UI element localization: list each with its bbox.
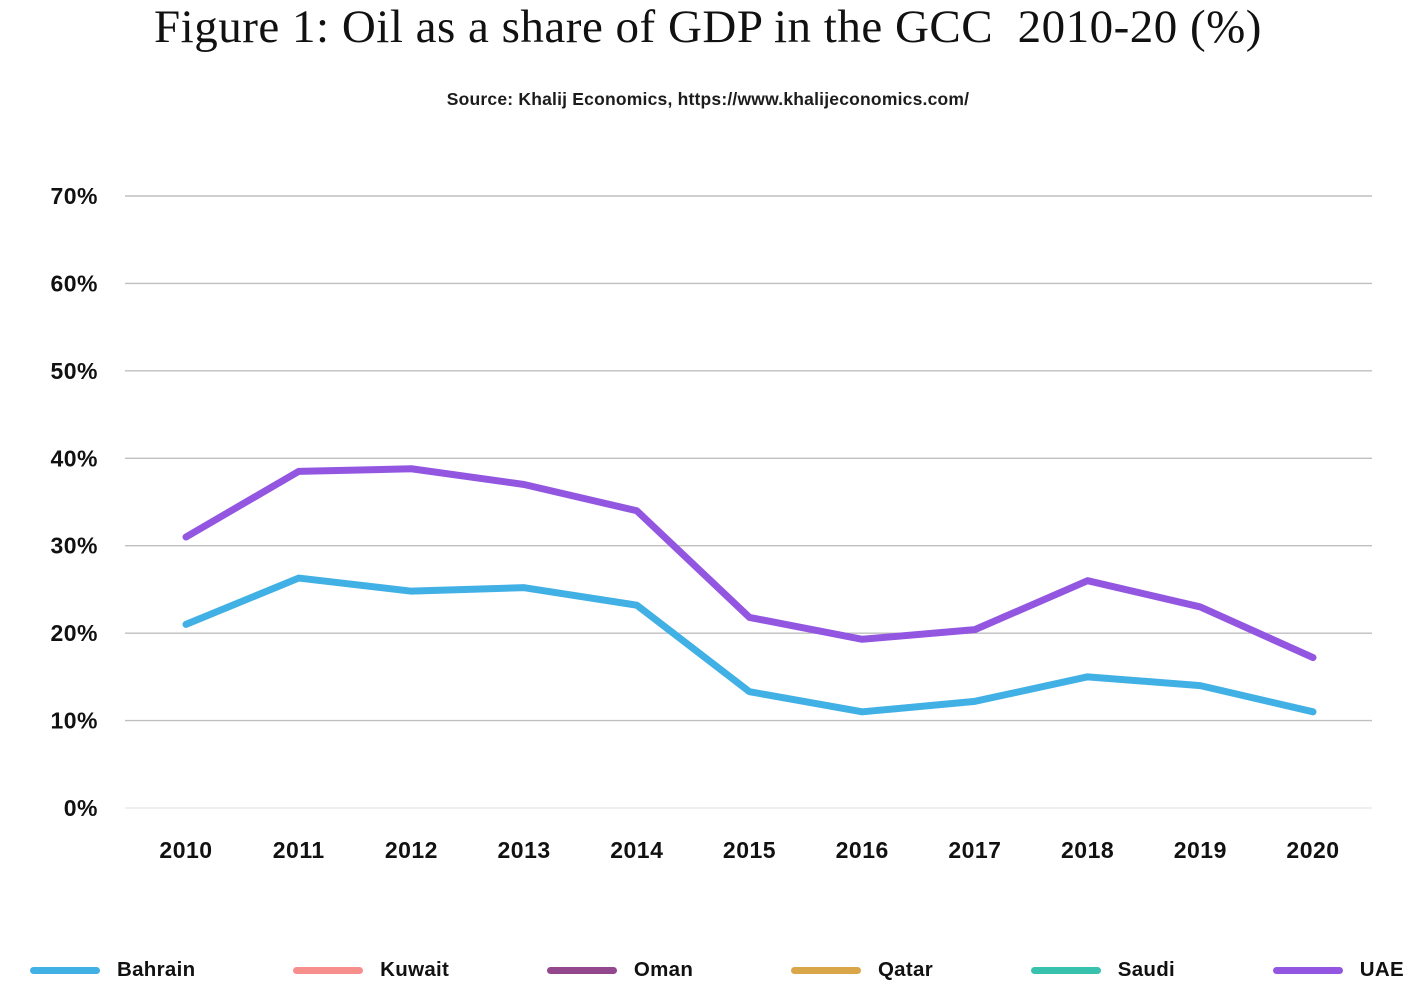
legend-label: Bahrain bbox=[117, 958, 196, 981]
legend-item-qatar[interactable]: Qatar bbox=[790, 958, 933, 982]
x-axis-tick-label: 2014 bbox=[610, 837, 663, 863]
y-axis-tick-label: 70% bbox=[50, 183, 98, 209]
chart-title: Figure 1: Oil as a share of GDP in the G… bbox=[154, 1, 1262, 53]
legend-label: Kuwait bbox=[380, 958, 450, 981]
x-axis-tick-label: 2011 bbox=[273, 837, 325, 863]
series-line-bahrain bbox=[182, 574, 1317, 716]
chart-legend: Bahrain Kuwait Oman Qatar Saudi UAE bbox=[30, 948, 1404, 992]
legend-item-saudi[interactable]: Saudi bbox=[1030, 958, 1176, 982]
legend-label: Saudi bbox=[1117, 958, 1176, 981]
legend-label: Oman bbox=[633, 958, 694, 981]
x-axis-tick-label: 2016 bbox=[836, 837, 889, 863]
x-axis-tick-label: 2010 bbox=[159, 837, 212, 863]
legend-swatch-qatar bbox=[790, 966, 861, 974]
y-axis-tick-label: 50% bbox=[50, 358, 98, 384]
y-axis-tick-label: 20% bbox=[50, 620, 98, 646]
legend-swatch-saudi bbox=[1030, 966, 1101, 974]
legend-item-oman[interactable]: Oman bbox=[546, 958, 694, 982]
x-axis-tick-label: 2020 bbox=[1286, 837, 1339, 863]
legend-item-kuwait[interactable]: Kuwait bbox=[293, 958, 449, 982]
y-axis-tick-label: 30% bbox=[50, 533, 98, 559]
legend-label: UAE bbox=[1359, 958, 1404, 981]
legend-item-bahrain[interactable]: Bahrain bbox=[30, 958, 195, 982]
y-axis-tick-label: 10% bbox=[50, 708, 98, 734]
x-axis-tick-label: 2015 bbox=[723, 837, 776, 863]
x-axis-tick-label: 2019 bbox=[1174, 837, 1227, 863]
series-line-uae bbox=[182, 465, 1317, 662]
chart-source: Source: Khalij Economics, https://www.kh… bbox=[446, 89, 970, 109]
y-axis-tick-label: 0% bbox=[64, 795, 98, 821]
x-axis-tick-label: 2017 bbox=[948, 837, 1001, 863]
legend-swatch-kuwait bbox=[293, 966, 364, 974]
legend-item-uae[interactable]: UAE bbox=[1272, 958, 1404, 982]
legend-label: Qatar bbox=[877, 958, 933, 981]
x-axis-tick-label: 2012 bbox=[385, 837, 438, 863]
x-axis-tick-label: 2018 bbox=[1061, 837, 1114, 863]
x-axis-tick-label: 2013 bbox=[498, 837, 551, 863]
legend-swatch-oman bbox=[546, 966, 617, 974]
legend-swatch-uae bbox=[1272, 966, 1343, 974]
legend-swatch-bahrain bbox=[30, 966, 100, 974]
line-chart-plot-area: 0% 10% 20% 30% 40% 50% 60% 70% 2010 2011 2012 2013 2… bbox=[50, 183, 1372, 863]
y-axis-tick-label: 60% bbox=[50, 270, 98, 296]
y-axis-tick-label: 40% bbox=[50, 445, 98, 471]
